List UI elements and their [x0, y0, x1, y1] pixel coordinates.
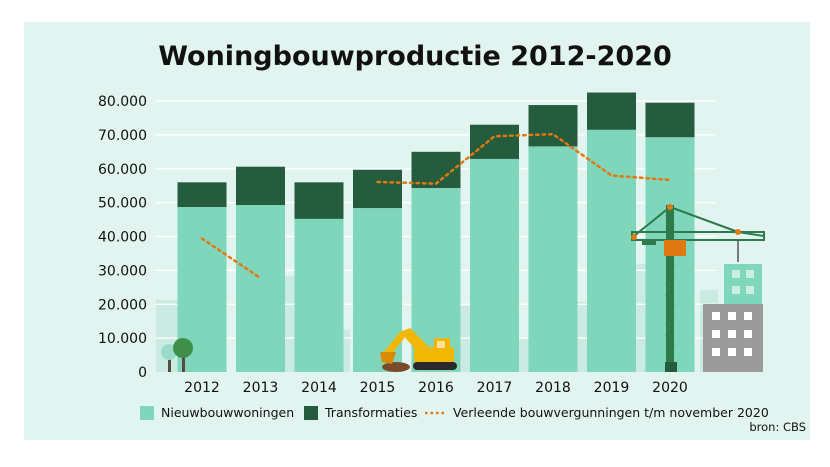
x-axis-ticks: 2012 2013 2014 2015 2016 2017 2018 2019 2020	[184, 380, 688, 396]
y-tick-label: 10.000	[98, 331, 147, 347]
chart-title: Woningbouwproductie 2012-2020	[158, 41, 672, 72]
bar-transformaties	[294, 182, 344, 219]
x-tick-label: 2013	[243, 380, 279, 396]
bar-transformaties	[587, 92, 636, 130]
y-tick-label: 60.000	[98, 162, 147, 178]
bar-nieuwbouw	[528, 146, 578, 372]
y-tick-label: 70.000	[98, 128, 147, 144]
y-axis-ticks: 0 10.000 20.000 30.000 40.000 50.000 60.000 70.…	[98, 94, 147, 381]
bar-transformaties	[177, 182, 227, 208]
crane-cabin-icon	[664, 240, 686, 256]
legend-swatch-transformaties	[304, 406, 318, 420]
crane-joint-icon	[735, 229, 741, 235]
x-tick-label: 2018	[535, 380, 571, 396]
bar-transformaties	[645, 102, 695, 138]
bar-transformaties	[353, 169, 402, 209]
crane-counterweight-icon	[642, 239, 656, 245]
x-tick-label: 2019	[594, 380, 630, 396]
x-tick-label: 2017	[477, 380, 513, 396]
y-tick-label: 50.000	[98, 196, 147, 212]
crane-tip-icon	[667, 204, 673, 210]
y-tick-label: 80.000	[98, 94, 147, 110]
bar-transformaties	[236, 166, 285, 205]
bar-nieuwbouw	[587, 129, 636, 372]
legend-swatch-nieuwbouw	[140, 406, 154, 420]
bar-nieuwbouw	[236, 204, 285, 372]
source-note: bron: CBS	[749, 420, 806, 434]
permit-line-segment	[200, 237, 262, 280]
x-tick-label: 2012	[184, 380, 220, 396]
bar-transformaties	[470, 124, 519, 159]
legend-label-vergunningen: Verleende bouwvergunningen t/m november …	[453, 405, 769, 420]
crane-base-icon	[665, 362, 677, 372]
excavator-icon	[380, 328, 457, 372]
permit-line-segment	[376, 132, 672, 185]
y-tick-label: 0	[138, 365, 147, 381]
building-icon	[703, 264, 763, 372]
x-tick-label: 2015	[360, 380, 396, 396]
y-tick-label: 40.000	[98, 230, 147, 246]
x-tick-label: 2020	[652, 380, 688, 396]
permit-line	[200, 132, 672, 280]
crane-icon	[631, 205, 765, 370]
bar-transformaties	[528, 105, 578, 147]
x-tick-label: 2014	[301, 380, 337, 396]
bar-nieuwbouw	[294, 218, 344, 372]
bar-nieuwbouw	[470, 158, 519, 372]
tree-icon	[161, 338, 193, 372]
x-tick-label: 2016	[418, 380, 454, 396]
crane-joint-icon	[631, 234, 637, 240]
legend-label-transformaties: Transformaties	[324, 405, 417, 420]
y-tick-label: 30.000	[98, 263, 147, 279]
y-tick-label: 20.000	[98, 297, 147, 313]
legend-label-nieuwbouw: Nieuwbouwwoningen	[161, 405, 294, 420]
